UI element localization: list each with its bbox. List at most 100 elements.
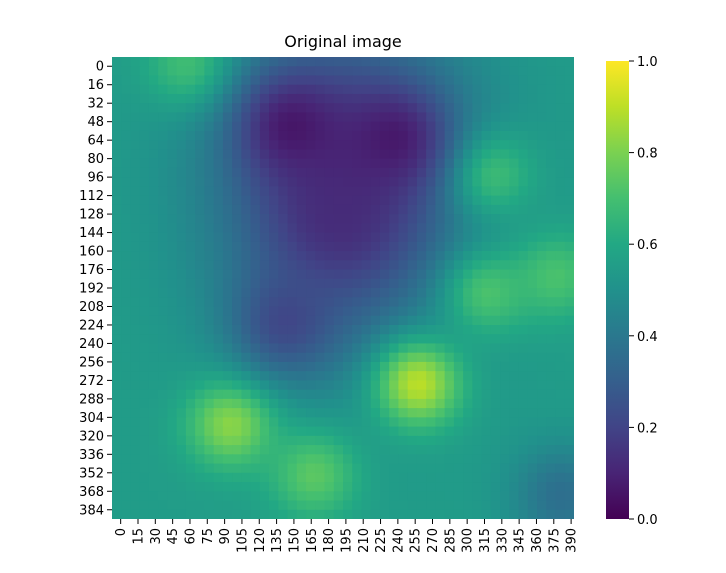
heatmap-cell [343,398,353,409]
heatmap-cell [352,306,363,317]
heatmap-cell [259,241,270,252]
heatmap-cell [398,158,409,169]
heatmap-cell [315,482,326,492]
heatmap-cell [472,195,483,206]
heatmap-cell [250,75,261,86]
heatmap-cell [407,482,418,492]
heatmap-cell [527,130,538,141]
heatmap-cell [509,260,520,271]
heatmap-cell [315,167,326,178]
heatmap-cell [222,241,233,252]
heatmap-cell [444,297,455,308]
heatmap-cell [555,491,566,502]
heatmap-cell [241,380,252,391]
heatmap-cell [435,269,446,280]
heatmap-cell [121,463,132,474]
heatmap-cell [269,445,279,455]
heatmap-cell [407,57,418,67]
heatmap-cell [426,398,436,409]
heatmap-cell [333,491,344,502]
heatmap-cell [518,93,529,104]
heatmap-cell [222,269,233,280]
heatmap-cell [472,371,483,381]
x-tick-label: 210 [357,528,372,553]
heatmap-cell [139,260,150,271]
heatmap-cell [130,315,141,326]
heatmap-cell [139,57,150,67]
heatmap-cell [278,167,289,178]
heatmap-cell [222,130,233,141]
heatmap-cell [333,149,344,160]
heatmap-cell [176,57,187,67]
heatmap-cell [148,214,159,224]
heatmap-cell [370,130,381,141]
heatmap-cell [204,389,215,400]
heatmap-cell [564,380,574,391]
heatmap-cell [518,214,529,224]
heatmap-cell [389,315,400,326]
heatmap-cell [185,149,196,160]
heatmap-cell [481,435,492,446]
heatmap-cell [315,112,326,123]
heatmap-cell [259,167,270,178]
heatmap-cell [426,324,436,335]
heatmap-cell [398,278,409,289]
heatmap-cell [481,417,492,428]
heatmap-cell [564,186,574,197]
heatmap-cell [564,343,574,354]
heatmap-cell [472,361,483,372]
heatmap-cell [370,158,381,169]
heatmap-cell [426,167,436,178]
heatmap-cell [315,75,326,86]
heatmap-cell [148,472,159,483]
heatmap-cell [167,361,178,372]
heatmap-cell [370,343,381,354]
heatmap-cell [148,167,159,178]
heatmap-cell [444,482,455,492]
heatmap-cell [176,306,187,317]
heatmap-cell [195,408,205,418]
heatmap-cell [343,186,353,197]
heatmap-cell [130,297,141,308]
heatmap-cell [407,306,418,317]
heatmap-cell [278,186,289,197]
heatmap-cell [435,241,446,252]
heatmap-cell [500,103,510,114]
heatmap-cell [241,84,252,95]
heatmap-cell [315,380,326,391]
heatmap-cell [472,167,483,178]
heatmap-cell [379,167,390,178]
heatmap-cell [287,509,298,519]
heatmap-cell [407,343,418,354]
heatmap-cell [509,84,520,95]
heatmap-cell [518,195,529,206]
heatmap-cell [490,232,501,243]
heatmap-cell [527,186,538,197]
heatmap-cell [343,463,353,474]
heatmap-cell [204,251,215,261]
heatmap-cell [389,435,400,446]
y-tick-label: 272 [79,374,104,389]
heatmap-cell [435,112,446,123]
heatmap-cell [472,482,483,492]
heatmap-cell [453,214,464,224]
heatmap-cell [407,66,418,77]
heatmap-cell [232,500,242,511]
heatmap-cell [296,214,307,224]
heatmap-cell [370,241,381,252]
heatmap-cell [232,260,242,271]
heatmap-cell [324,288,335,298]
heatmap-cell [481,93,492,104]
heatmap-cell [518,454,529,465]
x-tick-label: 285 [443,528,458,553]
heatmap-cell [269,75,279,86]
heatmap-cell [389,84,400,95]
heatmap-cell [259,195,270,206]
heatmap-cell [130,398,141,409]
heatmap-cell [269,389,279,400]
heatmap-cell [398,306,409,317]
heatmap-cell [306,186,316,197]
heatmap-cell [250,121,261,132]
heatmap-cell [287,343,298,354]
heatmap-cell [472,408,483,418]
